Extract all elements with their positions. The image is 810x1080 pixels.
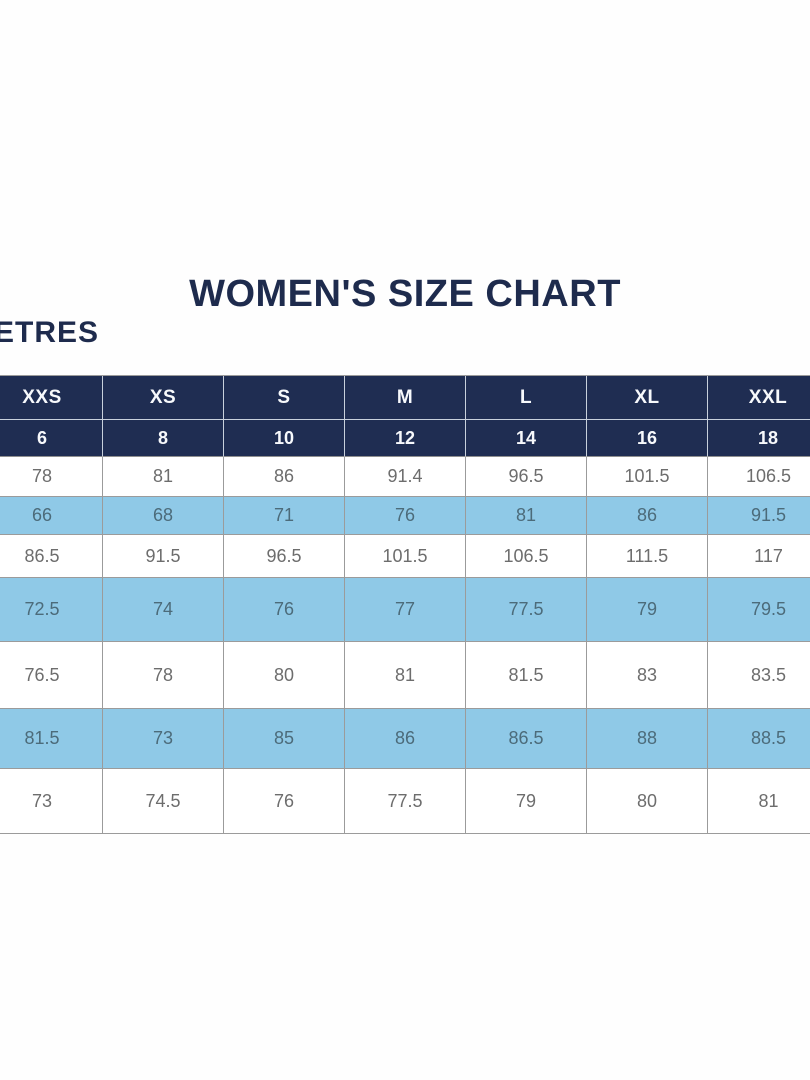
value-cell: 96.5 bbox=[466, 457, 587, 497]
value-cell: 79.5 bbox=[708, 578, 810, 642]
value-cell: 86.5 bbox=[466, 709, 587, 769]
size-header-cell: XL bbox=[587, 376, 708, 420]
size-header-cell: L bbox=[466, 376, 587, 420]
value-cell: 91.5 bbox=[708, 497, 810, 535]
value-cell: 66 bbox=[0, 497, 103, 535]
value-cell: 81.5 bbox=[0, 709, 103, 769]
table-row: 66 68 71 76 81 86 91.5 bbox=[0, 497, 810, 535]
value-cell: 76.5 bbox=[0, 642, 103, 709]
value-cell: 88 bbox=[587, 709, 708, 769]
units-label: ETRES bbox=[0, 316, 100, 349]
value-cell: 83.5 bbox=[708, 642, 810, 709]
value-cell: 73 bbox=[0, 769, 103, 834]
value-cell: 81 bbox=[103, 457, 224, 497]
size-header-cell: XXS bbox=[0, 376, 103, 420]
value-cell: 77.5 bbox=[345, 769, 466, 834]
size-header-cell: XS bbox=[103, 376, 224, 420]
value-cell: 80 bbox=[224, 642, 345, 709]
numeric-size-cell: 18 bbox=[708, 420, 810, 457]
value-cell: 73 bbox=[103, 709, 224, 769]
value-cell: 76 bbox=[224, 769, 345, 834]
value-cell: 96.5 bbox=[224, 535, 345, 578]
value-cell: 79 bbox=[466, 769, 587, 834]
size-header-cell: M bbox=[345, 376, 466, 420]
value-cell: 78 bbox=[103, 642, 224, 709]
value-cell: 76 bbox=[224, 578, 345, 642]
value-cell: 101.5 bbox=[345, 535, 466, 578]
value-cell: 83 bbox=[587, 642, 708, 709]
numeric-size-cell: 8 bbox=[103, 420, 224, 457]
value-cell: 88.5 bbox=[708, 709, 810, 769]
table-row: 86.5 91.5 96.5 101.5 106.5 111.5 117 bbox=[0, 535, 810, 578]
size-header-cell: XXL bbox=[708, 376, 810, 420]
value-cell: 81 bbox=[708, 769, 810, 834]
value-cell: 111.5 bbox=[587, 535, 708, 578]
value-cell: 101.5 bbox=[587, 457, 708, 497]
value-cell: 91.5 bbox=[103, 535, 224, 578]
value-cell: 80 bbox=[587, 769, 708, 834]
numeric-size-cell: 6 bbox=[0, 420, 103, 457]
value-cell: 106.5 bbox=[466, 535, 587, 578]
value-cell: 74 bbox=[103, 578, 224, 642]
page-title: WOMEN'S SIZE CHART bbox=[189, 273, 621, 316]
value-cell: 77 bbox=[345, 578, 466, 642]
value-cell: 78 bbox=[0, 457, 103, 497]
value-cell: 79 bbox=[587, 578, 708, 642]
numeric-size-cell: 10 bbox=[224, 420, 345, 457]
value-cell: 71 bbox=[224, 497, 345, 535]
value-cell: 81 bbox=[466, 497, 587, 535]
value-cell: 72.5 bbox=[0, 578, 103, 642]
size-chart-table: XXS XS S M L XL XXL 6 8 10 12 14 16 18 78 81 86 91.4 96.5 1… bbox=[0, 375, 810, 834]
table-row: 73 74.5 76 77.5 79 80 81 bbox=[0, 769, 810, 834]
value-cell: 74.5 bbox=[103, 769, 224, 834]
numeric-size-row: 6 8 10 12 14 16 18 bbox=[0, 420, 810, 457]
value-cell: 86 bbox=[587, 497, 708, 535]
value-cell: 86.5 bbox=[0, 535, 103, 578]
value-cell: 81 bbox=[345, 642, 466, 709]
value-cell: 85 bbox=[224, 709, 345, 769]
table-row: 78 81 86 91.4 96.5 101.5 106.5 bbox=[0, 457, 810, 497]
table-row: 81.5 73 85 86 86.5 88 88.5 bbox=[0, 709, 810, 769]
value-cell: 106.5 bbox=[708, 457, 810, 497]
value-cell: 86 bbox=[345, 709, 466, 769]
table-row: 76.5 78 80 81 81.5 83 83.5 bbox=[0, 642, 810, 709]
numeric-size-cell: 14 bbox=[466, 420, 587, 457]
value-cell: 76 bbox=[345, 497, 466, 535]
numeric-size-cell: 16 bbox=[587, 420, 708, 457]
table-row: 72.5 74 76 77 77.5 79 79.5 bbox=[0, 578, 810, 642]
value-cell: 86 bbox=[224, 457, 345, 497]
size-header-row: XXS XS S M L XL XXL bbox=[0, 376, 810, 420]
value-cell: 117 bbox=[708, 535, 810, 578]
value-cell: 77.5 bbox=[466, 578, 587, 642]
value-cell: 68 bbox=[103, 497, 224, 535]
size-header-cell: S bbox=[224, 376, 345, 420]
value-cell: 81.5 bbox=[466, 642, 587, 709]
numeric-size-cell: 12 bbox=[345, 420, 466, 457]
value-cell: 91.4 bbox=[345, 457, 466, 497]
